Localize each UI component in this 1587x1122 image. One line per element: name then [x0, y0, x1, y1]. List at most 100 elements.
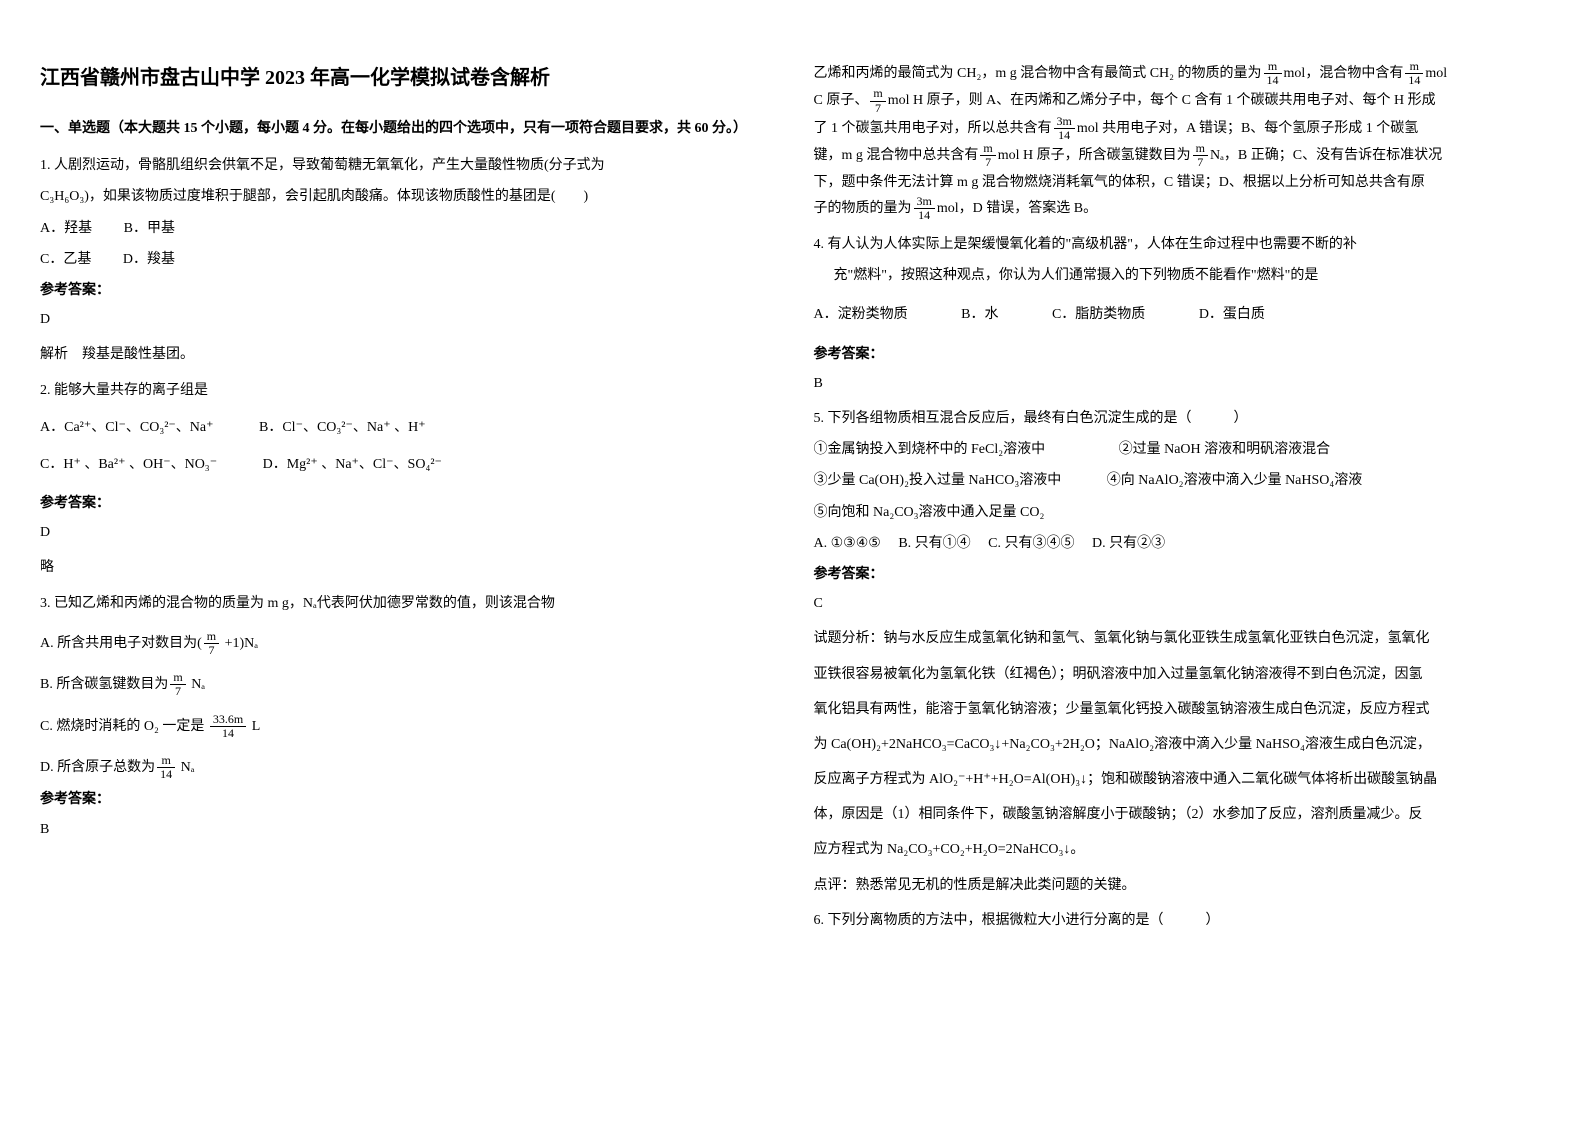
q1-opt-a: A．羟基 [40, 221, 92, 236]
q3-opt-c-pre: C. 燃烧时消耗的 O₂ 一定是 [40, 718, 208, 733]
q1-opt-b: B．甲基 [124, 221, 175, 236]
q4-text-1: 4. 有人认为人体实际上是架缓慢氧化着的"高级机器"，人体在生命过程中也需要不断… [814, 232, 1548, 257]
q3-opt-b-post: Nₐ [188, 677, 205, 692]
q5-explain-5: 反应离子方程式为 AlO₂⁻+H⁺+H₂O=Al(OH)₃↓；饱和碳酸钠溶液中通… [814, 767, 1548, 792]
frac-icon: 3m14 [1054, 115, 1075, 142]
question-6: 6. 下列分离物质的方法中，根据微粒大小进行分离的是（ ） [814, 908, 1548, 933]
question-3: 3. 已知乙烯和丙烯的混合物的质量为 m g，Nₐ代表阿伏加德罗常数的值，则该混… [40, 591, 774, 842]
q5-text: 5. 下列各组物质相互混合反应后，最终有白色沉淀生成的是（ ） [814, 406, 1548, 431]
frac-icon: m7 [980, 142, 995, 169]
q5-choices: A. ①③④⑤ B. 只有①④ C. 只有③④⑤ D. 只有②③ [814, 531, 1548, 556]
q2-options-row-2: C．H⁺ 、Ba²⁺ 、OH⁻、NO₃⁻ D．Mg²⁺ 、Na⁺、Cl⁻、SO₄… [40, 452, 774, 477]
q5-row-1: ①金属钠投入到烧杯中的 FeCl₂溶液中 ②过量 NaOH 溶液和明矾溶液混合 [814, 437, 1548, 462]
q2-answer-label: 参考答案： [40, 491, 774, 516]
q5-row-3: ⑤向饱和 Na₂CO₃溶液中通入足量 CO₂ [814, 500, 1548, 525]
q4-answer: B [814, 371, 1548, 396]
q5-explain-2: 亚铁很容易被氧化为氢氧化铁（红褐色）；明矾溶液中加入过量氢氧化钠溶液得不到白色沉… [814, 662, 1548, 687]
q3-opt-a-post: +1)Nₐ [221, 636, 258, 651]
frac-den: 14 [157, 768, 175, 781]
q5-explain-1: 试题分析：钠与水反应生成氢氧化钠和氢气、氢氧化钠与氯化亚铁生成氢氧化亚铁白色沉淀… [814, 626, 1548, 651]
q3-opt-d-pre: D. 所含原子总数为 [40, 760, 155, 775]
q6-text: 6. 下列分离物质的方法中，根据微粒大小进行分离的是（ ） [814, 908, 1548, 933]
q2-opt-a: A．Ca²⁺、Cl⁻、CO₃²⁻、Na⁺ [40, 420, 214, 435]
text: 子的物质的量为 [814, 201, 912, 216]
q2-options-row-1: A．Ca²⁺、Cl⁻、CO₃²⁻、Na⁺ B．Cl⁻、CO₃²⁻、Na⁺ 、H⁺ [40, 415, 774, 440]
q5-opt-1: ①金属钠投入到烧杯中的 FeCl₂溶液中 [814, 442, 1046, 457]
frac-icon: m14 [157, 754, 175, 781]
q5-opt-c: C. 只有③④⑤ [988, 536, 1074, 551]
text: mol，D 错误，答案选 B。 [937, 201, 1097, 216]
frac-den: 7 [1193, 156, 1208, 169]
exam-title: 江西省赣州市盘古山中学 2023 年高一化学模拟试卷含解析 [40, 60, 774, 96]
text: C 原子、 [814, 93, 869, 108]
frac-icon: 3m14 [914, 195, 935, 222]
q3-explain-block: 乙烯和丙烯的最简式为 CH₂，m g 混合物中含有最简式 CH₂ 的物质的量为m… [814, 60, 1548, 222]
q1-text-1: 1. 人剧烈运动，骨骼肌组织会供氧不足，导致葡萄糖无氧氧化，产生大量酸性物质(分… [40, 153, 774, 178]
q3-opt-a: A. 所含共用电子对数目为(m7 +1)Nₐ [40, 630, 774, 657]
text: 乙烯和丙烯的最简式为 CH₂，m g 混合物中含有最简式 CH₂ 的物质的量为 [814, 66, 1262, 81]
question-2: 2. 能够大量共存的离子组是 A．Ca²⁺、Cl⁻、CO₃²⁻、Na⁺ B．Cl… [40, 378, 774, 581]
q5-explain-8: 点评：熟悉常见无机的性质是解决此类问题的关键。 [814, 873, 1548, 898]
frac-num: m [170, 671, 185, 685]
frac-icon: m7 [1193, 142, 1208, 169]
question-1: 1. 人剧烈运动，骨骼肌组织会供氧不足，导致葡萄糖无氧氧化，产生大量酸性物质(分… [40, 153, 774, 367]
frac-den: 14 [1405, 74, 1423, 87]
frac-den: 7 [204, 644, 219, 657]
q2-explain: 略 [40, 555, 774, 580]
frac-num: m [1193, 142, 1208, 156]
q5-opt-4: ④向 NaAlO₂溶液中滴入少量 NaHSO₄溶液 [1107, 473, 1363, 488]
q1-explain: 解析 羧基是酸性基团。 [40, 342, 774, 367]
frac-den: 7 [980, 156, 995, 169]
question-4: 4. 有人认为人体实际上是架缓慢氧化着的"高级机器"，人体在生命过程中也需要不断… [814, 232, 1548, 396]
frac-num: m [980, 142, 995, 156]
q1-opt-d: D．羧基 [123, 252, 175, 267]
q2-text: 2. 能够大量共存的离子组是 [40, 378, 774, 403]
page-container: 江西省赣州市盘古山中学 2023 年高一化学模拟试卷含解析 一、单选题（本大题共… [40, 60, 1547, 943]
q3-opt-d: D. 所含原子总数为m14 Nₐ [40, 754, 774, 781]
q4-text-2: 充"燃料"，按照这种观点，你认为人们通常摄入的下列物质不能看作"燃料"的是 [814, 263, 1548, 288]
q1-answer-label: 参考答案： [40, 278, 774, 303]
q5-opt-b: B. 只有①④ [898, 536, 970, 551]
q5-explain-7: 应方程式为 Na₂CO₃+CO₂+H₂O=2NaHCO₃↓。 [814, 837, 1548, 862]
q4-opt-a: A．淀粉类物质 [814, 307, 908, 322]
frac-icon: m7 [170, 671, 185, 698]
q2-opt-b: B．Cl⁻、CO₃²⁻、Na⁺ 、H⁺ [259, 420, 426, 435]
q3-opt-b-pre: B. 所含碳氢键数目为 [40, 677, 168, 692]
q5-opt-d: D. 只有②③ [1092, 536, 1165, 551]
frac-num: 33.6m [210, 713, 246, 727]
frac-num: m [1405, 60, 1423, 74]
q4-options: A．淀粉类物质 B．水 C．脂肪类物质 D．蛋白质 [814, 302, 1548, 327]
text: 了 1 个碳氢共用电子对，所以总共含有 [814, 121, 1052, 136]
q5-explain-4: 为 Ca(OH)₂+2NaHCO₃=CaCO₃↓+Na₂CO₃+2H₂O；NaA… [814, 732, 1548, 757]
frac-den: 14 [914, 209, 935, 222]
section-1-header: 一、单选题（本大题共 15 个小题，每小题 4 分。在每小题给出的四个选项中，只… [40, 116, 774, 141]
question-5: 5. 下列各组物质相互混合反应后，最终有白色沉淀生成的是（ ） ①金属钠投入到烧… [814, 406, 1548, 898]
q4-opt-d: D．蛋白质 [1199, 307, 1265, 322]
left-column: 江西省赣州市盘古山中学 2023 年高一化学模拟试卷含解析 一、单选题（本大题共… [40, 60, 774, 943]
frac-icon: m7 [204, 630, 219, 657]
q3-opt-c: C. 燃烧时消耗的 O₂ 一定是 33.6m14 L [40, 713, 774, 740]
q3-answer-label: 参考答案： [40, 787, 774, 812]
frac-den: 7 [870, 102, 885, 115]
q3-opt-b: B. 所含碳氢键数目为m7 Nₐ [40, 671, 774, 698]
q1-options-row-1: A．羟基 B．甲基 [40, 216, 774, 241]
frac-num: m [157, 754, 175, 768]
q5-explain-6: 体，原因是（1）相同条件下，碳酸氢钠溶解度小于碳酸钠；（2）水参加了反应，溶剂质… [814, 802, 1548, 827]
q3-explain-line-2: C 原子、m7mol H 原子，则 A、在丙烯和乙烯分子中，每个 C 含有 1 … [814, 87, 1548, 114]
frac-num: 3m [1054, 115, 1075, 129]
frac-den: 7 [170, 685, 185, 698]
q3-answer: B [40, 817, 774, 842]
q3-opt-d-post: Nₐ [177, 760, 194, 775]
frac-num: m [870, 87, 885, 101]
q5-answer-label: 参考答案： [814, 562, 1548, 587]
q5-opt-3: ③少量 Ca(OH)₂投入过量 NaHCO₃溶液中 [814, 473, 1062, 488]
q5-opt-2: ②过量 NaOH 溶液和明矾溶液混合 [1119, 442, 1331, 457]
frac-icon: m14 [1405, 60, 1423, 87]
frac-icon: m14 [1264, 60, 1282, 87]
q3-explain-line-6: 子的物质的量为3m14mol，D 错误，答案选 B。 [814, 195, 1548, 222]
q5-row-2: ③少量 Ca(OH)₂投入过量 NaHCO₃溶液中 ④向 NaAlO₂溶液中滴入… [814, 468, 1548, 493]
q5-answer: C [814, 591, 1548, 616]
q3-explain-line-1: 乙烯和丙烯的最简式为 CH₂，m g 混合物中含有最简式 CH₂ 的物质的量为m… [814, 60, 1548, 87]
frac-den: 14 [1264, 74, 1282, 87]
frac-icon: m7 [870, 87, 885, 114]
